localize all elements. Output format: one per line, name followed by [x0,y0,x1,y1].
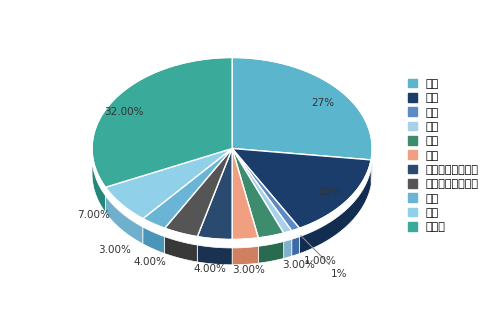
Text: 1.00%: 1.00% [302,256,335,266]
Polygon shape [142,227,164,253]
Polygon shape [142,148,232,228]
Legend: 云南, 四川, 湖南, 贵州, 新疆, 重庆, 广西、江西、河南, 甘肃、青海、陕西, 福建, 东北, 内蒙古: 云南, 四川, 湖南, 贵州, 新疆, 重庆, 广西、江西、河南, 甘肃、青海、… [407,79,478,232]
Polygon shape [232,148,299,231]
Polygon shape [299,168,370,253]
Text: 4.00%: 4.00% [133,257,166,267]
Text: 32.00%: 32.00% [104,107,143,117]
Text: 4.00%: 4.00% [193,264,226,274]
Polygon shape [197,245,232,265]
Polygon shape [258,242,283,263]
Polygon shape [232,148,291,233]
Polygon shape [232,148,283,238]
Polygon shape [197,148,232,239]
Polygon shape [283,239,291,258]
Polygon shape [291,237,299,256]
Polygon shape [232,58,371,160]
Polygon shape [105,148,232,219]
Polygon shape [92,159,105,212]
Polygon shape [370,158,371,185]
Text: 27%: 27% [310,98,333,108]
Text: 3.00%: 3.00% [98,245,131,255]
Polygon shape [164,237,197,262]
Polygon shape [92,58,232,187]
Polygon shape [232,148,258,239]
Text: 3.00%: 3.00% [232,265,265,275]
Text: 3.00%: 3.00% [282,261,315,271]
Polygon shape [232,148,370,228]
Polygon shape [232,246,258,265]
Text: 7.00%: 7.00% [77,210,110,220]
Polygon shape [105,196,142,244]
Text: 1%: 1% [300,236,347,279]
Text: 15%: 15% [318,187,341,197]
Polygon shape [164,148,232,237]
